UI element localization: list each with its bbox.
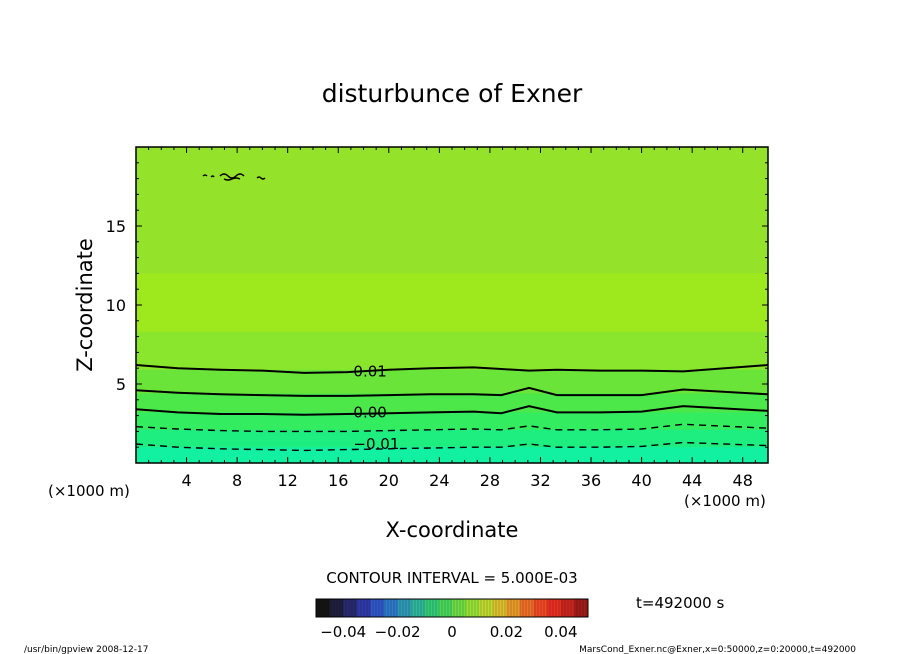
contour-line <box>136 423 768 433</box>
x-tick-label: 48 <box>733 471 753 490</box>
x-tick-label: 40 <box>631 471 651 490</box>
contour-interval: CONTOUR INTERVAL = 5.000E-03 <box>326 569 577 587</box>
footer-left: /usr/bin/gpview 2008-12-17 <box>24 645 148 654</box>
chart-title: disturbunce of Exner <box>322 79 583 108</box>
colorbar-segment <box>397 599 412 617</box>
x-tick-label: 36 <box>581 471 601 490</box>
colorbar-tick-label: −0.04 <box>320 623 366 641</box>
time-label: t=492000 s <box>636 594 724 612</box>
x-axis: 4 8 12 16 20 24 28 32 36 40 44 48 <box>148 147 756 490</box>
x-tick-label: 4 <box>181 471 191 490</box>
colorbar-segment <box>547 599 562 617</box>
colorbar-segment <box>316 599 331 617</box>
colorbar-segment <box>465 599 480 617</box>
colorbar-segment <box>520 599 535 617</box>
y-tick-label: 10 <box>106 296 126 315</box>
contour-line <box>136 386 768 397</box>
colorbar-segment <box>384 599 399 617</box>
contour-line <box>136 364 768 374</box>
colorbar-segment <box>492 599 507 617</box>
colorbar-tick-label: −0.02 <box>375 623 421 641</box>
colorbar-segment <box>438 599 453 617</box>
y-axis: 5 10 15 <box>106 162 768 448</box>
x-tick-label: 16 <box>328 471 348 490</box>
y-tick-label: 15 <box>106 217 126 236</box>
footer-right: MarsCond_Exner.nc@Exner,x=0:50000,z=0:20… <box>579 645 856 654</box>
colorbar-tick-label: 0 <box>447 623 457 641</box>
contour-line <box>136 405 768 416</box>
x-unit-right: (×1000 m) <box>684 492 766 510</box>
y-tick-label: 5 <box>116 375 126 394</box>
color-bands <box>136 147 768 463</box>
y-axis-label: Z-coordinate <box>73 238 97 372</box>
colorbar-segment <box>533 599 548 617</box>
x-tick-label: 44 <box>682 471 702 490</box>
colorbar-ticks: −0.04 −0.02 0 0.02 0.04 <box>320 623 577 641</box>
contour-labels: 0.01 0.00 −0.01 <box>353 362 399 453</box>
colorbar-segment <box>411 599 426 617</box>
contour-label: 0.00 <box>353 403 386 421</box>
colorbar-segment <box>370 599 385 617</box>
colorbar-tick-label: 0.02 <box>490 623 523 641</box>
colorbar-segment <box>343 599 358 617</box>
x-tick-label: 8 <box>232 471 242 490</box>
colorbar-segment <box>479 599 494 617</box>
colorbar-segment <box>329 599 344 617</box>
x-tick-label: 32 <box>530 471 550 490</box>
colorbar-segment <box>560 599 575 617</box>
colorbar-segment <box>506 599 521 617</box>
x-tick-label: 24 <box>429 471 449 490</box>
color-band <box>136 447 768 463</box>
colorbar-segment <box>424 599 439 617</box>
colorbar-frame <box>315 598 589 618</box>
contour-label: 0.01 <box>353 362 386 380</box>
contour-lines <box>136 364 768 452</box>
colorbar-tick-label: 0.04 <box>544 623 577 641</box>
x-tick-label: 12 <box>278 471 298 490</box>
colorbar-segment <box>574 599 589 617</box>
colorbar-segment <box>452 599 467 617</box>
colorbar <box>315 599 589 617</box>
x-axis-label: X-coordinate <box>386 518 519 542</box>
x-unit-left: (×1000 m) <box>48 482 130 500</box>
contour-line <box>136 441 768 452</box>
x-tick-label: 20 <box>379 471 399 490</box>
colorbar-segment <box>356 599 371 617</box>
contour-label: −0.01 <box>353 435 399 453</box>
plot-area <box>136 147 768 463</box>
x-tick-label: 28 <box>480 471 500 490</box>
noise-contour-cluster <box>202 173 266 181</box>
